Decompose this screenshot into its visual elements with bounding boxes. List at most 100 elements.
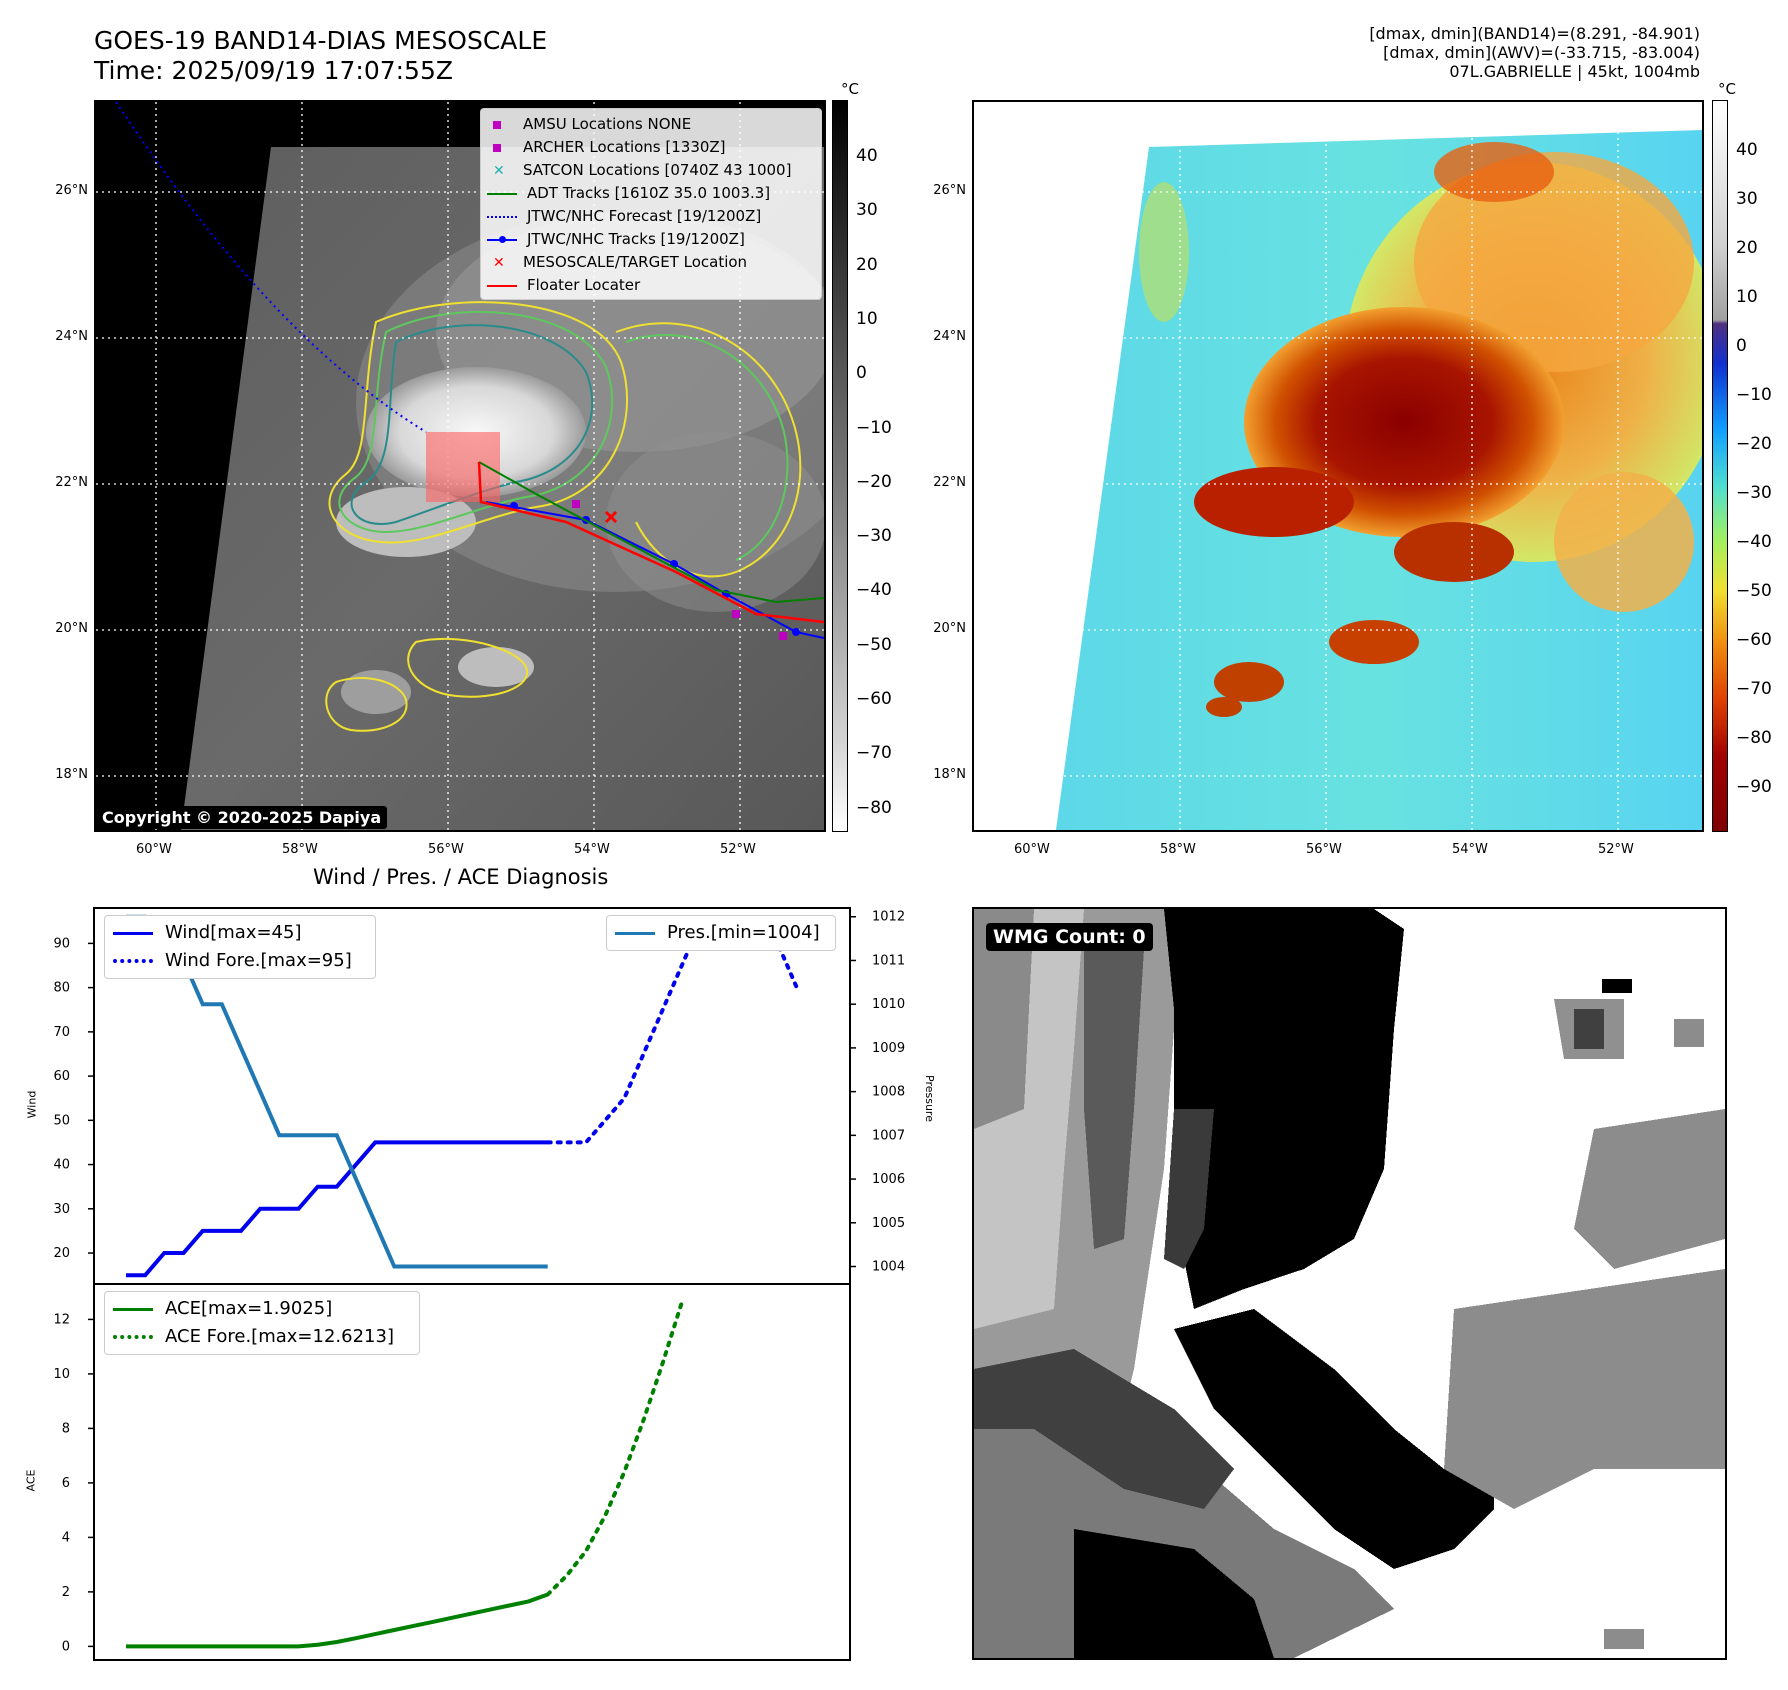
colorbar-unit-right: °C: [1718, 80, 1736, 98]
colorbar-left-tick: 10: [856, 308, 878, 329]
lat-label: 26°N: [55, 183, 88, 198]
square-marker-icon: [493, 144, 501, 152]
pressure-tick-label: 1011: [872, 953, 905, 968]
wind-tick-label: 70: [53, 1025, 70, 1040]
colorbar-right-tick: −20: [1736, 434, 1772, 454]
lon-label: 56°W: [1306, 842, 1342, 857]
lon-label: 54°W: [1452, 842, 1488, 857]
ace-series-line-1: [545, 1300, 684, 1597]
wind-tick-label: 60: [53, 1069, 70, 1084]
wmg-count-badge: WMG Count: 0: [986, 923, 1153, 951]
square-marker-icon: [493, 121, 501, 129]
lat-label: 24°N: [55, 329, 88, 344]
legend-item-tracks: JTWC/NHC Tracks [19/1200Z]: [487, 230, 745, 248]
wind-tick-label: 20: [53, 1246, 70, 1261]
legend-item-ace: ACE[max=1.9025]: [113, 1298, 332, 1319]
x-marker-icon: ✕: [493, 163, 505, 179]
colorbar-right-tick: 20: [1736, 238, 1758, 258]
wind-axis-label: Wind: [25, 1090, 39, 1119]
colorbar-right: [1712, 100, 1728, 832]
ace-tick-label: 12: [53, 1312, 70, 1327]
series-line-0: [126, 1140, 548, 1278]
wind-tick-label: 80: [53, 981, 70, 996]
colorbar-left-tick: −20: [856, 471, 892, 492]
colorbar-left-tick: −60: [856, 689, 892, 709]
pressure-tick-label: 1007: [872, 1128, 905, 1143]
stats-line2: [dmax, dmin](AWV)=(-33.715, -83.004): [1383, 43, 1700, 62]
stats-line1: [dmax, dmin](BAND14)=(8.291, -84.901): [1369, 24, 1700, 43]
solid-line-icon: [615, 931, 655, 935]
lat-label: 26°N: [933, 183, 966, 198]
colorbar-right-tick: −40: [1736, 532, 1772, 552]
legend-item-adt: ADT Tracks [1610Z 35.0 1003.3]: [487, 184, 770, 202]
colorbar-left-tick: 40: [856, 146, 878, 166]
ace-tick-label: 10: [53, 1367, 70, 1382]
dotted-line-icon: [487, 215, 517, 218]
pressure-axis-label: Pressure: [922, 1075, 936, 1122]
pressure-tick-label: 1009: [872, 1041, 905, 1056]
lon-label: 52°W: [1598, 842, 1634, 857]
dotted-line-icon: [113, 1335, 153, 1339]
colorbar-right-tick: 0: [1736, 336, 1747, 356]
colorbar-right-tick: −90: [1736, 777, 1772, 797]
ace-tick-label: 2: [62, 1585, 70, 1600]
lon-label: 52°W: [720, 842, 756, 857]
legend-item-amsu: AMSU Locations NONE: [493, 115, 691, 133]
legend-item-pressure: Pres.[min=1004]: [615, 922, 820, 943]
colorbar-left-tick: −10: [856, 417, 892, 438]
colorbar-left-tick: 30: [856, 200, 878, 221]
pressure-tick-label: 1012: [872, 910, 905, 925]
legend-item-satcon: ✕ SATCON Locations [0740Z 43 1000]: [493, 161, 792, 179]
legend-item-forecast: JTWC/NHC Forecast [19/1200Z]: [487, 207, 761, 225]
wind-tick-label: 50: [53, 1113, 70, 1128]
colorbar-right-tick: −70: [1736, 679, 1772, 699]
ace-legend: ACE[max=1.9025] ACE Fore.[max=12.6213]: [104, 1291, 420, 1355]
ace-tick-label: 6: [62, 1476, 70, 1491]
wind-tick-label: 90: [53, 936, 70, 951]
chart-title-line1: GOES-19 BAND14-DIAS MESOSCALE: [94, 26, 548, 55]
ace-tick-label: 4: [62, 1530, 70, 1545]
pressure-tick-label: 1004: [872, 1260, 905, 1275]
pressure-tick-label: 1008: [872, 1085, 905, 1100]
colorbar-left-tick: −80: [856, 797, 892, 818]
colorbar-left-tick: 0: [856, 363, 867, 384]
wind-tick-label: 30: [53, 1202, 70, 1217]
colorbar-left-tick: −40: [856, 580, 892, 601]
lat-label: 18°N: [55, 767, 88, 782]
wind-tick-label: 40: [53, 1158, 70, 1173]
lat-label: 20°N: [55, 621, 88, 636]
wind-legend: Wind[max=45] Wind Fore.[max=95]: [104, 915, 376, 979]
pressure-tick-label: 1010: [872, 997, 905, 1012]
stats-line3: 07L.GABRIELLE | 45kt, 1004mb: [1449, 62, 1700, 81]
colorbar-right-tick: −80: [1736, 728, 1772, 748]
lon-label: 60°W: [1014, 842, 1050, 857]
series-line-2: [126, 914, 548, 1269]
legend-item-floater: Floater Locater: [487, 276, 640, 294]
lon-label: 58°W: [1160, 842, 1196, 857]
band14-map: AMSU Locations NONE ARCHER Locations [13…: [94, 100, 826, 832]
pressure-tick-label: 1006: [872, 1172, 905, 1187]
wmg-map: WMG Count: 0: [972, 907, 1727, 1660]
lat-label: 22°N: [55, 475, 88, 490]
legend-item-wind-forecast: Wind Fore.[max=95]: [113, 950, 352, 971]
solid-line-icon: [113, 931, 153, 935]
colorbar-left-tick: −70: [856, 743, 892, 764]
legend-item-wind: Wind[max=45]: [113, 922, 302, 943]
lat-label: 22°N: [933, 475, 966, 490]
awv-map: [972, 100, 1704, 832]
colorbar-left: [832, 100, 848, 832]
colorbar-right-tick: −60: [1736, 630, 1772, 650]
colorbar-unit-left: °C: [841, 80, 859, 98]
colorbar-left-tick: −30: [856, 526, 892, 547]
lon-label: 54°W: [574, 842, 610, 857]
solid-line-icon: [487, 284, 517, 287]
lon-label: 60°W: [136, 842, 172, 857]
colorbar-right-tick: −50: [1736, 581, 1772, 601]
chart-title-line2: Time: 2025/09/19 17:07:55Z: [94, 56, 453, 85]
ace-tick-label: 0: [62, 1639, 70, 1654]
colorbar-left-tick: −50: [856, 634, 892, 655]
legend-item-ace-forecast: ACE Fore.[max=12.6213]: [113, 1326, 394, 1347]
map-legend: AMSU Locations NONE ARCHER Locations [13…: [480, 108, 822, 300]
lon-label: 58°W: [282, 842, 318, 857]
